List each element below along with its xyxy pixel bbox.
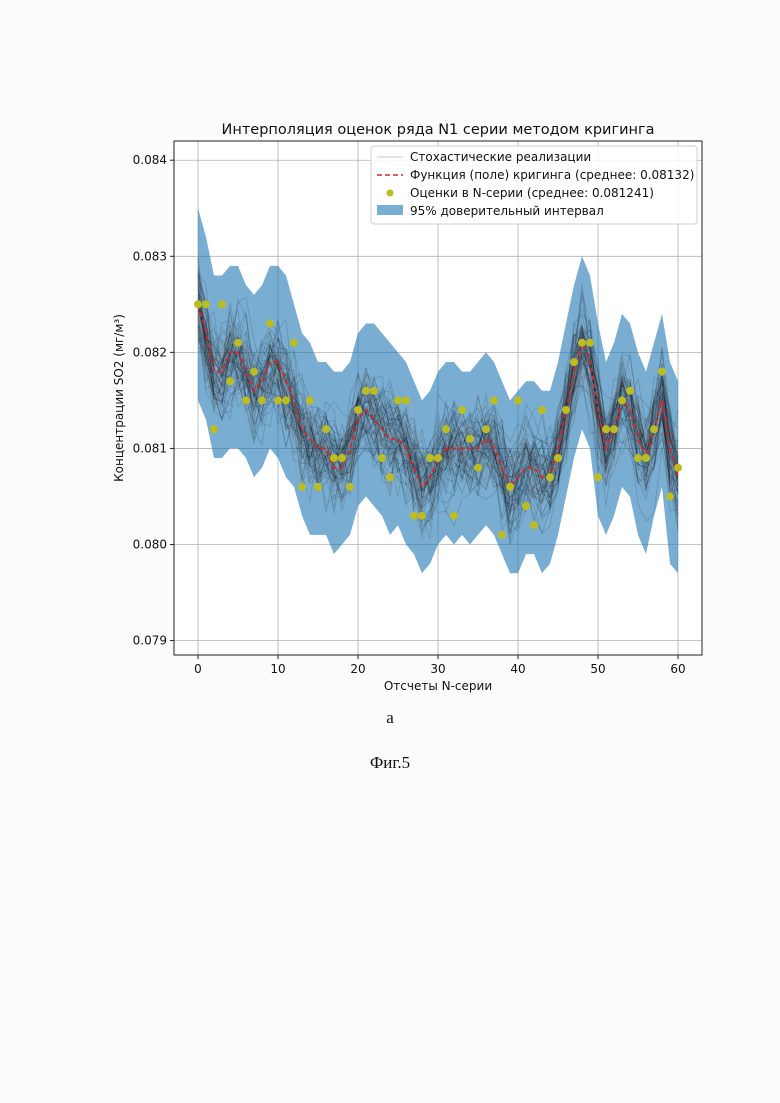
legend-ci-swatch bbox=[377, 205, 403, 215]
estimate-point bbox=[466, 435, 474, 443]
estimate-point bbox=[386, 473, 394, 481]
estimate-point bbox=[554, 454, 562, 462]
y-tick-label: 0.080 bbox=[133, 538, 167, 552]
estimate-point bbox=[594, 473, 602, 481]
legend-ci-label: 95% доверительный интервал bbox=[410, 204, 604, 218]
figure-caption: Фиг.5 bbox=[0, 753, 780, 773]
legend: Стохастические реализации Функция (поле)… bbox=[371, 146, 697, 224]
estimate-point bbox=[514, 396, 522, 404]
estimate-point bbox=[530, 521, 538, 529]
estimate-point bbox=[666, 493, 674, 501]
estimate-point bbox=[578, 339, 586, 347]
y-tick-label: 0.084 bbox=[133, 153, 167, 167]
estimate-point bbox=[498, 531, 506, 539]
legend-estimates-swatch bbox=[387, 190, 394, 197]
estimate-point bbox=[482, 425, 490, 433]
estimate-point bbox=[642, 454, 650, 462]
estimate-point bbox=[314, 483, 322, 491]
estimate-point bbox=[434, 454, 442, 462]
estimate-point bbox=[586, 339, 594, 347]
estimate-point bbox=[506, 483, 514, 491]
estimate-point bbox=[290, 339, 298, 347]
estimate-point bbox=[522, 502, 530, 510]
x-axis-label: Отсчеты N-серии bbox=[384, 679, 492, 693]
x-tick-label: 20 bbox=[350, 662, 365, 676]
estimate-point bbox=[250, 368, 258, 376]
y-tick-label: 0.079 bbox=[133, 634, 167, 648]
estimate-point bbox=[490, 396, 498, 404]
estimate-point bbox=[546, 473, 554, 481]
estimate-point bbox=[258, 396, 266, 404]
estimate-point bbox=[282, 396, 290, 404]
x-tick-label: 10 bbox=[270, 662, 285, 676]
estimate-point bbox=[650, 425, 658, 433]
estimate-point bbox=[450, 512, 458, 520]
estimate-point bbox=[298, 483, 306, 491]
sub-caption: а bbox=[0, 708, 780, 728]
estimate-point bbox=[402, 396, 410, 404]
estimate-point bbox=[338, 454, 346, 462]
estimate-point bbox=[266, 320, 274, 328]
y-tick-label: 0.082 bbox=[133, 345, 167, 359]
estimate-point bbox=[242, 396, 250, 404]
estimate-point bbox=[474, 464, 482, 472]
estimate-point bbox=[426, 454, 434, 462]
estimate-point bbox=[538, 406, 546, 414]
estimate-point bbox=[410, 512, 418, 520]
estimate-point bbox=[370, 387, 378, 395]
estimate-point bbox=[570, 358, 578, 366]
estimate-point bbox=[226, 377, 234, 385]
y-tick-label: 0.083 bbox=[133, 249, 167, 263]
y-tick-label: 0.081 bbox=[133, 441, 167, 455]
estimate-point bbox=[618, 396, 626, 404]
estimate-point bbox=[394, 396, 402, 404]
estimate-point bbox=[562, 406, 570, 414]
y-axis-label: Концентрации SO2 (мг/м³) bbox=[112, 314, 126, 482]
legend-kriging-label: Функция (поле) кригинга (среднее: 0.0813… bbox=[410, 168, 694, 182]
estimate-point bbox=[322, 425, 330, 433]
chart-title: Интерполяция оценок ряда N1 серии методо… bbox=[222, 122, 655, 138]
x-tick-label: 60 bbox=[670, 662, 685, 676]
estimate-point bbox=[634, 454, 642, 462]
estimate-point bbox=[658, 368, 666, 376]
estimate-point bbox=[362, 387, 370, 395]
estimate-point bbox=[306, 396, 314, 404]
estimate-point bbox=[218, 300, 226, 308]
estimate-point bbox=[210, 425, 218, 433]
estimate-point bbox=[442, 425, 450, 433]
estimate-point bbox=[234, 339, 242, 347]
estimate-point bbox=[274, 396, 282, 404]
estimate-point bbox=[602, 425, 610, 433]
estimate-point bbox=[418, 512, 426, 520]
estimate-point bbox=[330, 454, 338, 462]
x-tick-label: 0 bbox=[194, 662, 202, 676]
x-tick-label: 40 bbox=[510, 662, 525, 676]
estimate-point bbox=[378, 454, 386, 462]
estimate-point bbox=[674, 464, 682, 472]
legend-estimates-label: Оценки в N-серии (среднее: 0.081241) bbox=[410, 186, 654, 200]
estimate-point bbox=[610, 425, 618, 433]
estimate-point bbox=[458, 406, 466, 414]
estimate-point bbox=[626, 387, 634, 395]
x-tick-label: 50 bbox=[590, 662, 605, 676]
estimate-point bbox=[346, 483, 354, 491]
x-tick-label: 30 bbox=[430, 662, 445, 676]
estimate-point bbox=[354, 406, 362, 414]
legend-realizations-label: Стохастические реализации bbox=[410, 150, 591, 164]
estimate-point bbox=[194, 300, 202, 308]
estimate-point bbox=[202, 300, 210, 308]
